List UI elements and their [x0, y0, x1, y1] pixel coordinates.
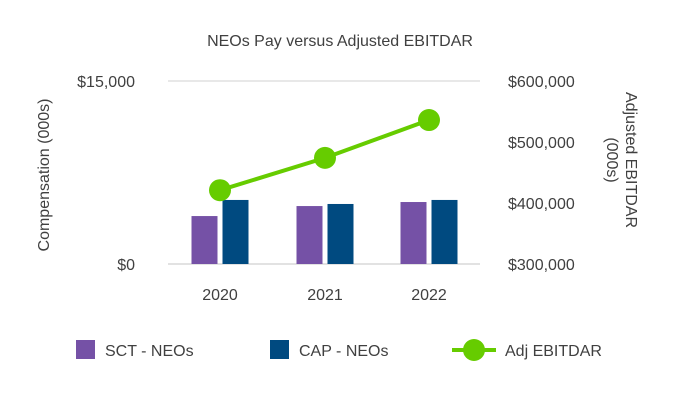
y2-tick-label: $600,000 [508, 74, 575, 91]
bar-cap-neos-2020 [222, 199, 249, 264]
legend-swatch [76, 340, 95, 359]
bar-cap-neos-2022 [431, 199, 458, 264]
y2-axis-label: (000s) [603, 137, 620, 182]
bar-sct-neos-2021 [296, 206, 323, 264]
y2-axis-label: Adjusted EBITDAR [622, 92, 639, 228]
y2-tick-label: $300,000 [508, 257, 575, 274]
y2-tick-label: $400,000 [508, 196, 575, 213]
x-tick-label: 2020 [202, 287, 238, 304]
point-adj-ebitdar-2020 [209, 179, 231, 202]
legend-swatch [270, 340, 289, 359]
legend-item: SCT - NEOs [76, 340, 194, 360]
y-tick-label: $15,000 [77, 74, 135, 91]
y-axis-label: Compensation (000s) [36, 99, 53, 252]
legend-label: SCT - NEOs [105, 343, 194, 360]
legend-item: Adj EBITDAR [452, 339, 602, 361]
legend-item: CAP - NEOs [270, 340, 389, 360]
legend-label: Adj EBITDAR [505, 343, 602, 360]
legend-label: CAP - NEOs [299, 343, 389, 360]
bar-sct-neos-2020 [191, 216, 218, 264]
point-adj-ebitdar-2021 [314, 146, 336, 169]
y-tick-label: $0 [117, 257, 135, 274]
bar-cap-neos-2021 [327, 203, 354, 264]
point-adj-ebitdar-2022 [418, 109, 440, 132]
y2-tick-label: $500,000 [508, 135, 575, 152]
x-tick-label: 2022 [411, 287, 447, 304]
chart-title: NEOs Pay versus Adjusted EBITDAR [207, 33, 473, 50]
legend-marker [463, 339, 485, 361]
bar-sct-neos-2022 [400, 202, 427, 264]
x-tick-label: 2021 [307, 287, 343, 304]
